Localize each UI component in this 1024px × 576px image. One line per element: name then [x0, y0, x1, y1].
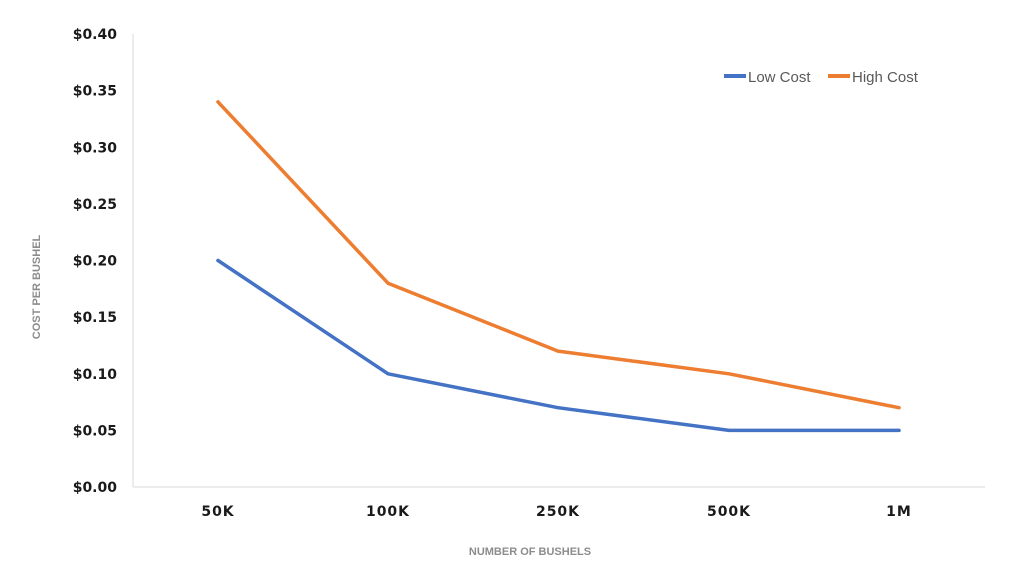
y-tick-label: $0.15	[73, 310, 117, 326]
series-lines	[216, 100, 901, 433]
series-line-high-cost	[216, 100, 901, 410]
y-axis-ticks: $0.00 $0.05 $0.10 $0.15 $0.20 $0.25 $0.30 $0.35…	[73, 27, 118, 496]
x-tick-label: 1M	[886, 504, 912, 520]
y-tick-label: $0.40	[73, 27, 118, 43]
legend-label-high-cost: High Cost	[852, 69, 919, 86]
y-tick-label: $0.25	[73, 197, 117, 213]
data-point-high-cost	[556, 349, 560, 353]
series-line-low-cost	[216, 258, 901, 433]
data-point-high-cost	[727, 372, 731, 376]
y-tick-label: $0.20	[73, 254, 118, 270]
legend-item-low-cost: Low Cost	[724, 69, 811, 86]
legend-label-low-cost: Low Cost	[748, 69, 811, 86]
legend-item-high-cost: High Cost	[828, 69, 919, 86]
data-point-low-cost	[556, 406, 560, 410]
y-tick-label: $0.05	[73, 423, 117, 439]
x-axis-title: NUMBER OF BUSHELS	[469, 546, 591, 558]
x-axis-ticks: 50K 100K 250K 500K 1M	[201, 504, 912, 520]
data-point-low-cost	[216, 258, 220, 263]
data-point-low-cost	[897, 428, 901, 432]
y-tick-label: $0.30	[73, 140, 118, 156]
y-tick-label: $0.00	[73, 480, 118, 496]
data-point-high-cost	[897, 406, 901, 410]
x-tick-label: 500K	[707, 504, 751, 520]
data-point-low-cost	[727, 428, 731, 432]
x-tick-label: 250K	[536, 504, 580, 520]
data-point-high-cost	[216, 100, 220, 104]
y-tick-label: $0.35	[73, 84, 117, 100]
x-tick-label: 50K	[201, 504, 234, 520]
legend: Low Cost High Cost	[724, 69, 919, 86]
data-point-high-cost	[386, 281, 390, 285]
data-point-low-cost	[386, 372, 390, 376]
x-tick-label: 100K	[366, 504, 410, 520]
y-axis-title: COST PER BUSHEL	[31, 234, 43, 339]
y-tick-label: $0.10	[73, 367, 118, 383]
